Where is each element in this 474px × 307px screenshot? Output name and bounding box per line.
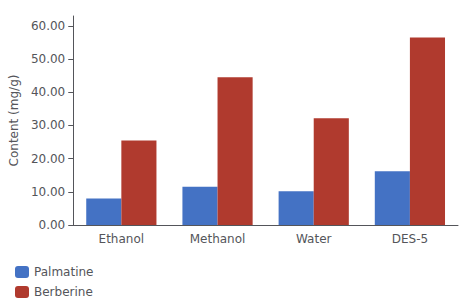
svg-text:DES-5: DES-5	[392, 232, 428, 246]
svg-text:30.00: 30.00	[31, 118, 65, 132]
svg-text:Palmatine: Palmatine	[34, 265, 93, 279]
svg-text:Ethanol: Ethanol	[99, 232, 145, 246]
svg-text:40.00: 40.00	[31, 85, 65, 99]
svg-text:Berberine: Berberine	[34, 285, 93, 299]
svg-text:10.00: 10.00	[31, 185, 65, 199]
svg-text:60.00: 60.00	[31, 19, 65, 33]
svg-text:Water: Water	[296, 232, 332, 246]
svg-text:20.00: 20.00	[31, 152, 65, 166]
svg-text:Methanol: Methanol	[190, 232, 246, 246]
svg-text:Content (mg/g): Content (mg/g)	[7, 75, 21, 167]
svg-text:50.00: 50.00	[31, 52, 65, 66]
svg-text:0.00: 0.00	[39, 218, 66, 232]
